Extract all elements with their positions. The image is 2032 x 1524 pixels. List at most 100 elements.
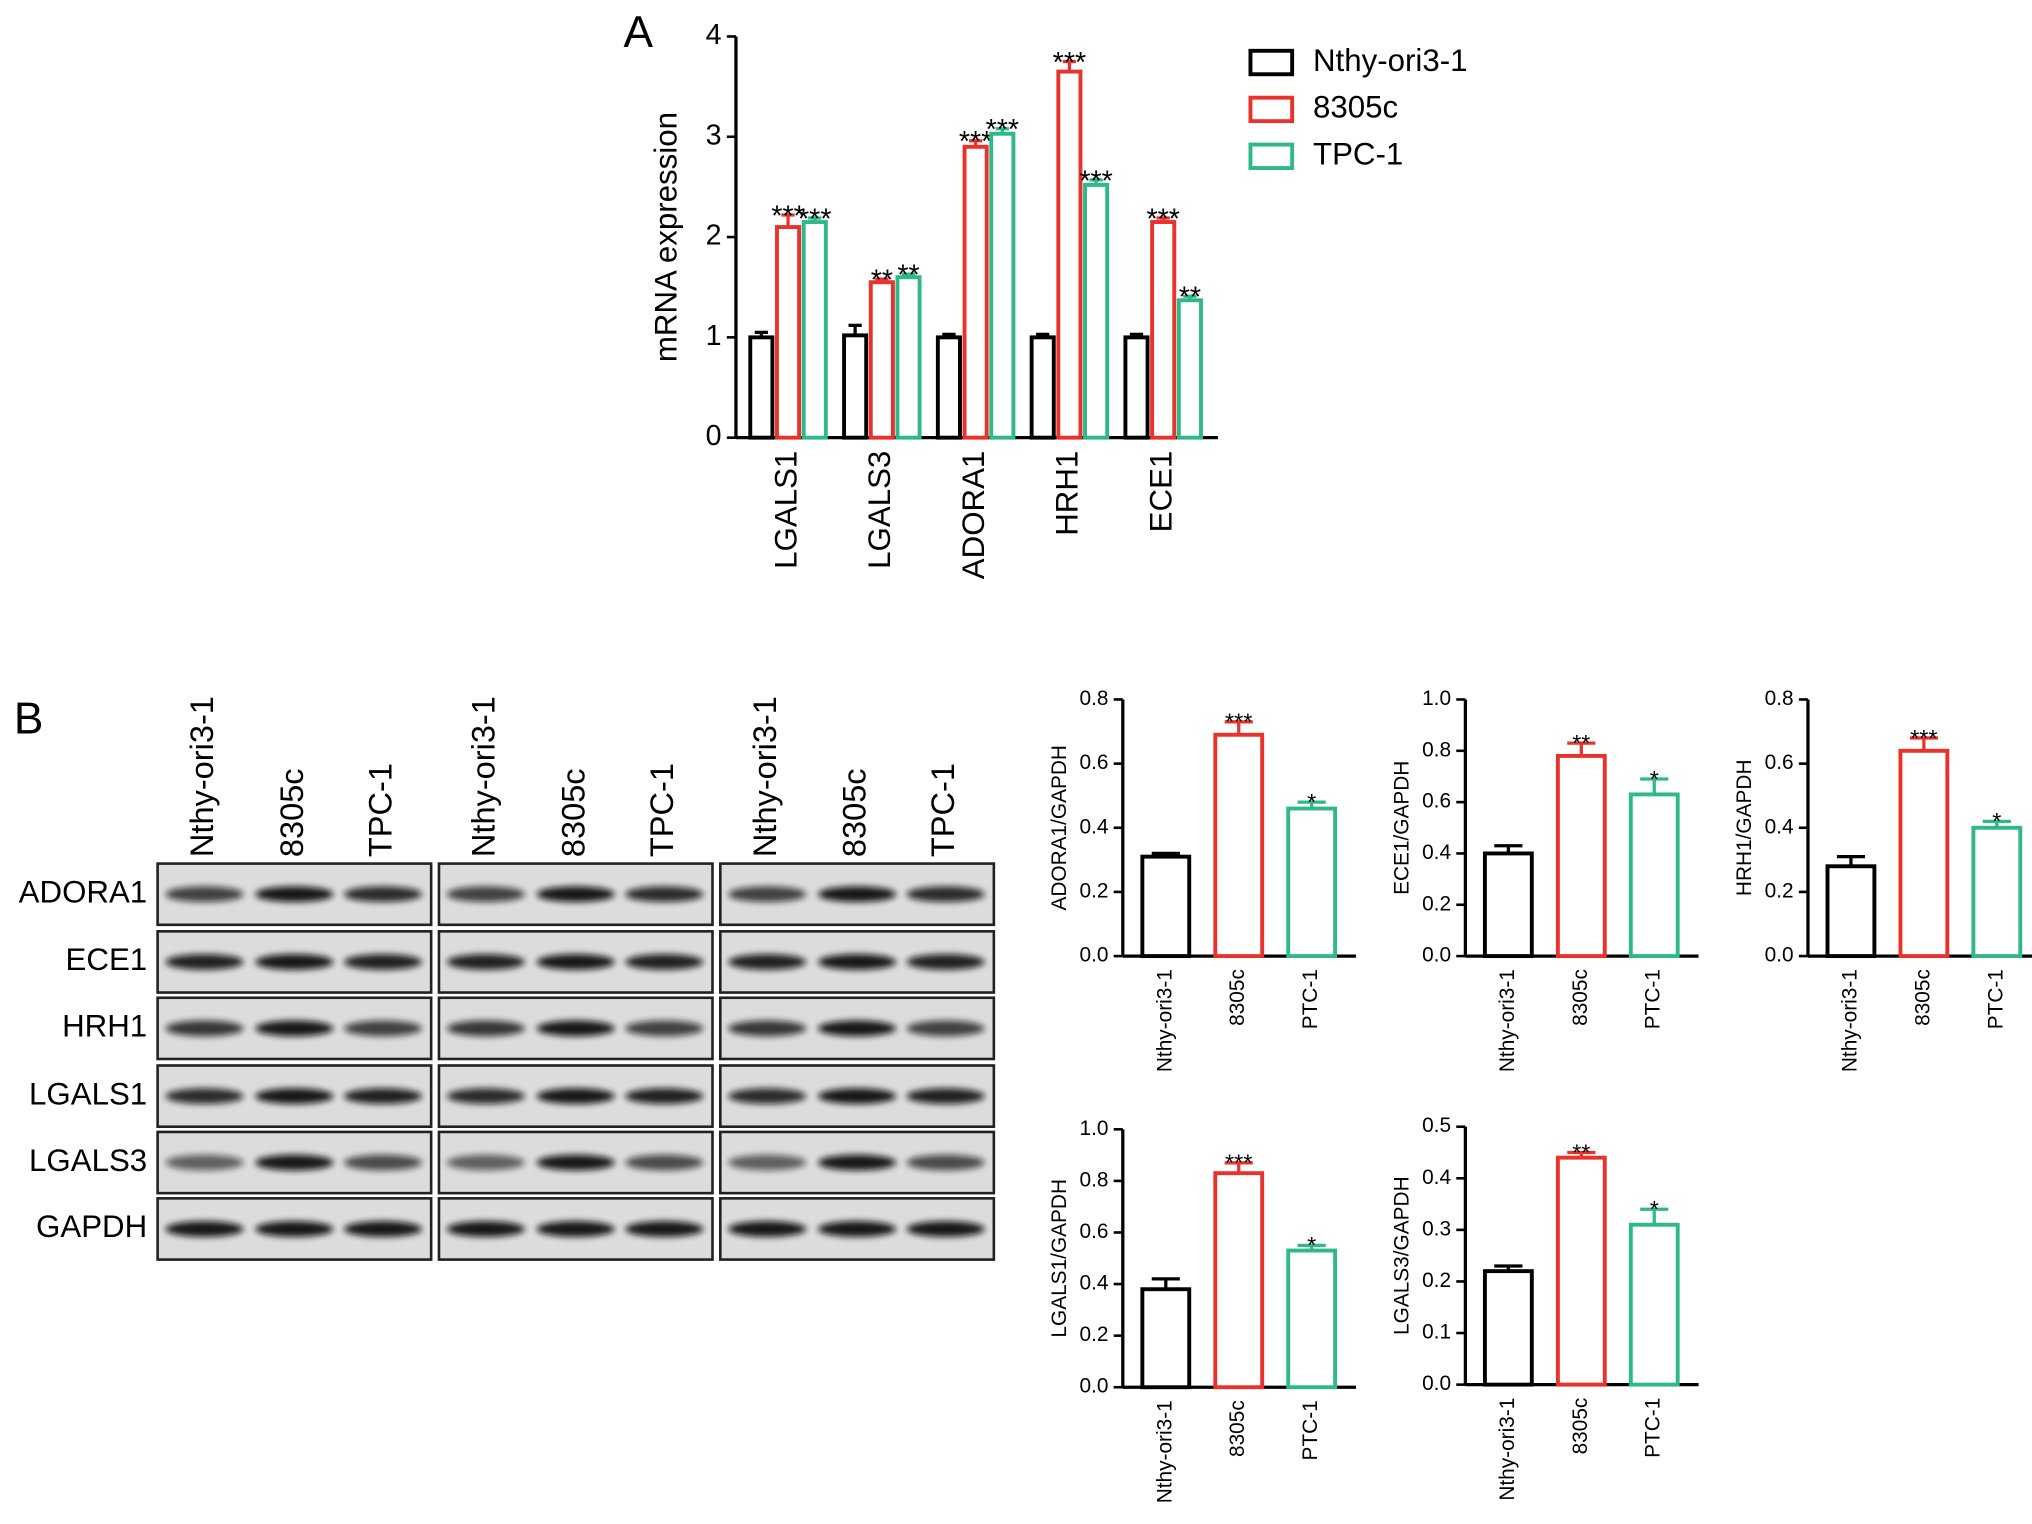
y-axis-label: ECE1/GAPDH: [1390, 761, 1413, 895]
y-tick-label: 0.6: [1080, 751, 1109, 774]
bar: [1213, 732, 1265, 959]
blot-band: [165, 1020, 244, 1037]
significance-label: *: [1992, 808, 2001, 834]
y-axis-label: ADORA1/GAPDH: [1048, 745, 1071, 911]
y-tick-label: 0.6: [1765, 751, 1794, 774]
y-tick-label: 0.4: [1080, 815, 1109, 838]
bar: [1123, 335, 1150, 440]
y-tick-label: 4: [706, 19, 722, 51]
y-tick-label: 0.2: [1422, 1269, 1451, 1292]
bar: [1628, 792, 1680, 959]
significance-label: ***: [1910, 725, 1937, 751]
lane-label: Nthy-ori3-1: [184, 696, 220, 857]
legend-label: Nthy-ori3-1: [1313, 43, 1468, 78]
y-tick-label: 0.8: [1422, 738, 1451, 761]
significance-label: ***: [798, 203, 831, 235]
blot-band: [446, 1088, 525, 1104]
significance-label: ***: [959, 126, 992, 158]
bar: [1825, 864, 1877, 959]
blot-band: [906, 1088, 985, 1104]
significance-label: ***: [986, 114, 1019, 146]
bar: [1140, 854, 1192, 959]
blot-band: [625, 1020, 704, 1037]
bar: [1555, 1155, 1607, 1387]
bar: [1176, 298, 1203, 440]
x-tick-label: 8305c: [1569, 969, 1592, 1026]
blot-band: [343, 1154, 423, 1171]
bar: [1482, 851, 1534, 959]
blot-band: [625, 1221, 704, 1237]
lane-label: TPC-1: [925, 763, 961, 857]
blot-band: [165, 1221, 244, 1237]
blot-band: [906, 954, 985, 970]
blot-band: [728, 1020, 807, 1037]
bar: [1150, 220, 1177, 440]
blot-band: [536, 1020, 615, 1037]
blot-band: [343, 954, 423, 970]
blot-band: [255, 954, 334, 970]
bar: [1482, 1269, 1534, 1387]
lane-label: 8305c: [274, 768, 310, 857]
protein-label: LGALS1: [29, 1076, 147, 1111]
y-tick-label: 2: [706, 220, 722, 252]
blot-band: [625, 1088, 704, 1104]
x-tick-label: ECE1: [1143, 451, 1178, 533]
bar: [1213, 1171, 1265, 1390]
x-tick-label: 8305c: [1226, 969, 1249, 1026]
lane-label: Nthy-ori3-1: [465, 696, 501, 857]
x-tick-label: Nthy-ori3-1: [1496, 1398, 1519, 1501]
y-tick-label: 0.8: [1765, 687, 1794, 710]
y-axis-label: LGALS1/GAPDH: [1048, 1179, 1071, 1338]
blot-band: [165, 886, 244, 903]
y-tick-label: 0.8: [1080, 1168, 1109, 1191]
y-tick-label: 0.4: [1080, 1272, 1109, 1295]
significance-label: *: [1307, 789, 1316, 815]
bar: [1140, 1287, 1192, 1390]
x-tick-label: Nthy-ori3-1: [1838, 969, 1861, 1072]
bar: [1056, 69, 1083, 440]
significance-label: *: [1307, 1232, 1316, 1258]
blot-band: [906, 1020, 985, 1037]
legend-label: TPC-1: [1313, 137, 1403, 172]
significance-label: ***: [771, 200, 804, 232]
x-tick-label: 8305c: [1569, 1398, 1592, 1455]
x-tick-label: PTC-1: [1299, 969, 1322, 1029]
bar: [1628, 1222, 1680, 1387]
lane-label: 8305c: [555, 768, 591, 857]
y-tick-label: 0.1: [1422, 1321, 1451, 1344]
x-tick-label: ADORA1: [956, 451, 991, 580]
legend-label: 8305c: [1313, 90, 1398, 125]
blot-band: [818, 886, 897, 903]
protein-label: GAPDH: [36, 1209, 147, 1244]
bar: [1286, 806, 1338, 959]
y-tick-label: 0.2: [1080, 879, 1109, 902]
lane-label: TPC-1: [644, 763, 680, 857]
y-tick-label: 0.0: [1080, 944, 1109, 967]
y-tick-label: 0.0: [1422, 1372, 1451, 1395]
blot-band: [728, 954, 807, 970]
blot-band: [818, 1221, 897, 1237]
y-tick-label: 0.6: [1080, 1220, 1109, 1243]
blot-band: [906, 886, 985, 903]
bar: [801, 220, 828, 440]
blot-band: [536, 886, 615, 903]
significance-label: ***: [1225, 709, 1252, 735]
x-tick-label: Nthy-ori3-1: [1153, 1400, 1176, 1503]
blot-band: [446, 886, 525, 903]
blot-band: [536, 1088, 615, 1104]
bar: [775, 225, 802, 440]
x-tick-label: PTC-1: [1642, 969, 1665, 1029]
y-tick-label: 0.5: [1422, 1114, 1451, 1137]
x-tick-label: 8305c: [1226, 1400, 1249, 1457]
x-tick-label: PTC-1: [1299, 1400, 1322, 1460]
y-tick-label: 0.2: [1765, 879, 1794, 902]
blot-band: [625, 886, 704, 903]
blot-band: [343, 886, 423, 903]
panel-label: B: [14, 694, 44, 743]
blot-band: [446, 1221, 525, 1237]
bar: [1971, 825, 2023, 959]
protein-label: HRH1: [62, 1009, 147, 1044]
x-tick-label: 8305c: [1911, 969, 1934, 1026]
